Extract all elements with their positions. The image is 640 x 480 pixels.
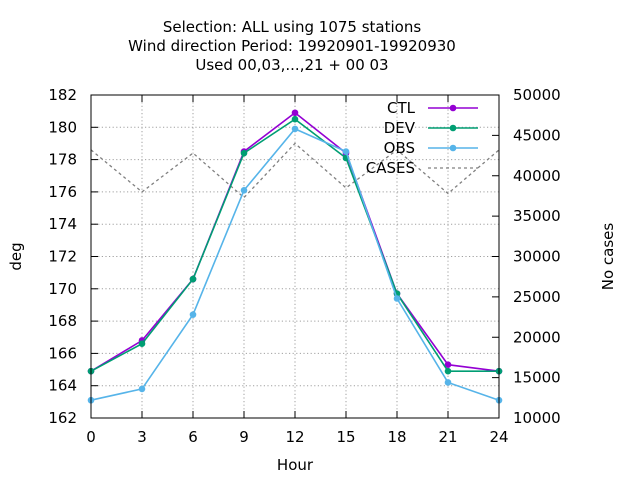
x-tick-label: 15: [336, 428, 355, 446]
x-tick-label: 9: [239, 428, 249, 446]
chart-title: Selection: ALL using 1075 stations Wind …: [128, 18, 456, 74]
data-point-obs: [393, 295, 401, 302]
legend: CTL DEV OBS CASES: [366, 99, 478, 177]
data-point-ctl: [444, 361, 452, 369]
title-line-1: Selection: ALL using 1075 stations: [163, 18, 422, 36]
x-tick-label: 24: [489, 428, 508, 446]
legend-marker-dev: [449, 124, 457, 132]
x-tick-label: 3: [137, 428, 147, 446]
data-point-ctl: [291, 109, 299, 117]
axis-ticks: 0 3 6 9 12 15 18 21 24 162 164 166 168 170 172 174 176 17…: [48, 86, 560, 446]
y2-tick-label: 35000: [513, 207, 561, 225]
legend-label-ctl: CTL: [387, 99, 416, 117]
y2-tick-label: 30000: [513, 248, 561, 266]
data-point-obs: [444, 379, 452, 386]
data-point-dev: [138, 340, 146, 348]
y2-axis-label: No cases: [599, 223, 617, 291]
x-tick-label: 0: [86, 428, 96, 446]
data-point-dev: [189, 275, 197, 283]
y2-tick-label: 20000: [513, 328, 561, 346]
data-point-obs: [240, 186, 248, 194]
x-tick-label: 18: [387, 428, 406, 446]
y2-tick-label: 10000: [513, 409, 561, 427]
y2-tick-label: 45000: [513, 126, 561, 144]
title-line-3: Used 00,03,...,21 + 00 03: [195, 56, 388, 74]
legend-label-obs: OBS: [384, 139, 415, 157]
data-point-obs: [291, 125, 299, 133]
y-tick-label: 180: [48, 118, 77, 136]
data-point-dev: [240, 149, 248, 157]
x-axis-label: Hour: [277, 456, 314, 474]
y2-tick-label: 25000: [513, 288, 561, 306]
y-tick-label: 166: [48, 344, 77, 362]
y2-tick-label: 40000: [513, 167, 561, 185]
y-tick-label: 168: [48, 312, 77, 330]
data-point-obs: [342, 148, 350, 155]
data-point-dev: [444, 367, 452, 375]
y-tick-label: 172: [48, 248, 77, 266]
data-point-obs: [138, 385, 146, 393]
y-tick-label: 182: [48, 86, 77, 104]
y-tick-label: 164: [48, 377, 77, 395]
y2-tick-label: 15000: [513, 369, 561, 387]
series-line-ctl: [90, 111, 500, 372]
data-point-obs: [189, 311, 197, 318]
series-line-cases: [90, 142, 500, 199]
data-point-dev: [291, 115, 299, 123]
y2-tick-label: 50000: [513, 86, 561, 104]
y-tick-label: 176: [48, 183, 77, 201]
legend-label-dev: DEV: [384, 119, 416, 137]
legend-marker-ctl: [449, 104, 457, 112]
y-tick-label: 162: [48, 409, 77, 427]
x-tick-label: 12: [285, 428, 304, 446]
legend-label-cases: CASES: [366, 159, 415, 177]
y-tick-label: 170: [48, 280, 77, 298]
y-tick-label: 174: [48, 215, 77, 233]
legend-marker-obs: [449, 144, 457, 152]
title-line-2: Wind direction Period: 19920901-19920930: [128, 37, 456, 55]
x-tick-label: 6: [188, 428, 198, 446]
x-tick-label: 21: [438, 428, 457, 446]
y-tick-label: 178: [48, 151, 77, 169]
series-layer: [87, 109, 503, 404]
y-axis-label: deg: [7, 242, 25, 270]
